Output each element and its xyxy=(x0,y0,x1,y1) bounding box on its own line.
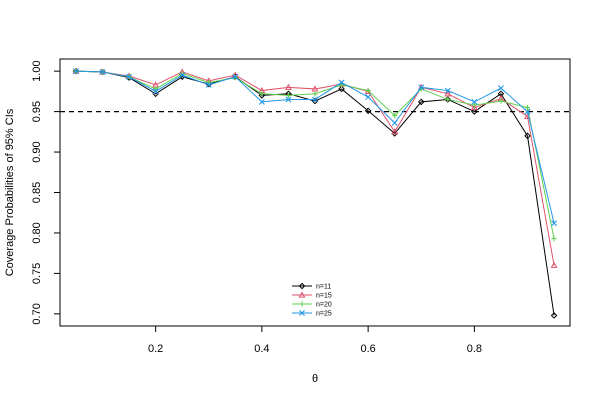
legend-marker xyxy=(298,282,306,290)
x-tick-label: 0.2 xyxy=(148,343,163,355)
data-point xyxy=(391,119,398,126)
x-axis: 0.2 0.4 0.6 0.8 xyxy=(148,326,482,355)
y-tick-label: 0.85 xyxy=(31,182,43,203)
data-point xyxy=(258,92,266,99)
legend-label: n=11 xyxy=(316,284,331,291)
y-axis-title: Coverage Probabilities of 95% CIs xyxy=(4,108,16,276)
y-tick-label: 0.90 xyxy=(31,141,43,162)
data-point xyxy=(550,261,558,268)
data-point xyxy=(311,97,319,105)
data-point xyxy=(179,72,186,79)
data-point xyxy=(152,88,159,95)
series-layer xyxy=(72,67,558,319)
data-point xyxy=(285,96,292,103)
data-point xyxy=(392,113,398,119)
data-point xyxy=(365,87,371,94)
data-point xyxy=(418,84,425,91)
x-tick-label: 0.6 xyxy=(360,343,375,355)
data-point xyxy=(445,96,451,103)
legend-marker xyxy=(299,310,305,316)
series-line xyxy=(75,70,555,316)
data-point xyxy=(551,236,557,242)
data-point xyxy=(365,94,372,101)
series-n-11 xyxy=(72,67,558,319)
data-point xyxy=(312,91,318,97)
data-point xyxy=(550,312,558,319)
data-point xyxy=(444,90,452,97)
data-point xyxy=(417,98,425,106)
x-tick-label: 0.4 xyxy=(254,343,269,355)
data-point xyxy=(524,104,531,111)
series-line xyxy=(75,70,555,266)
data-point xyxy=(471,98,478,105)
data-point xyxy=(524,108,531,115)
data-point xyxy=(99,68,106,75)
x-axis-title: θ xyxy=(312,373,318,385)
data-point xyxy=(285,92,292,99)
data-point xyxy=(444,87,451,94)
data-point xyxy=(311,85,319,92)
data-point xyxy=(259,91,265,97)
y-tick-label: 0.80 xyxy=(31,222,43,243)
legend-label: n=15 xyxy=(316,293,332,300)
series-n-20 xyxy=(73,68,557,242)
data-point xyxy=(284,83,292,90)
data-point xyxy=(470,103,478,111)
data-point xyxy=(364,107,372,115)
data-point xyxy=(391,128,399,135)
legend-label: n=20 xyxy=(316,302,332,309)
data-point xyxy=(205,81,212,88)
legend-label: n=25 xyxy=(316,311,332,318)
data-point xyxy=(498,98,504,104)
data-point xyxy=(338,79,345,86)
data-point xyxy=(497,85,504,92)
x-tick-label: 0.8 xyxy=(467,343,482,355)
legend-marker xyxy=(298,291,306,298)
y-tick-label: 0.75 xyxy=(31,263,43,284)
y-axis: 0.70 0.75 0.80 0.85 0.90 0.95 1.00 xyxy=(31,60,60,325)
data-point xyxy=(126,73,133,80)
data-point xyxy=(524,132,531,140)
y-tick-label: 1.00 xyxy=(31,60,43,81)
data-point xyxy=(312,96,318,103)
data-point xyxy=(471,108,478,115)
data-point xyxy=(551,220,558,227)
data-point xyxy=(338,85,345,93)
data-point xyxy=(72,68,79,75)
y-tick-label: 0.70 xyxy=(31,303,43,324)
data-point xyxy=(232,73,239,80)
series-n-25 xyxy=(72,68,558,227)
data-point xyxy=(471,102,477,108)
data-point xyxy=(258,98,265,105)
y-tick-label: 0.95 xyxy=(31,101,43,122)
legend-marker xyxy=(299,301,305,307)
legend: n=11 n=15 n=20 n=25 xyxy=(292,282,332,318)
